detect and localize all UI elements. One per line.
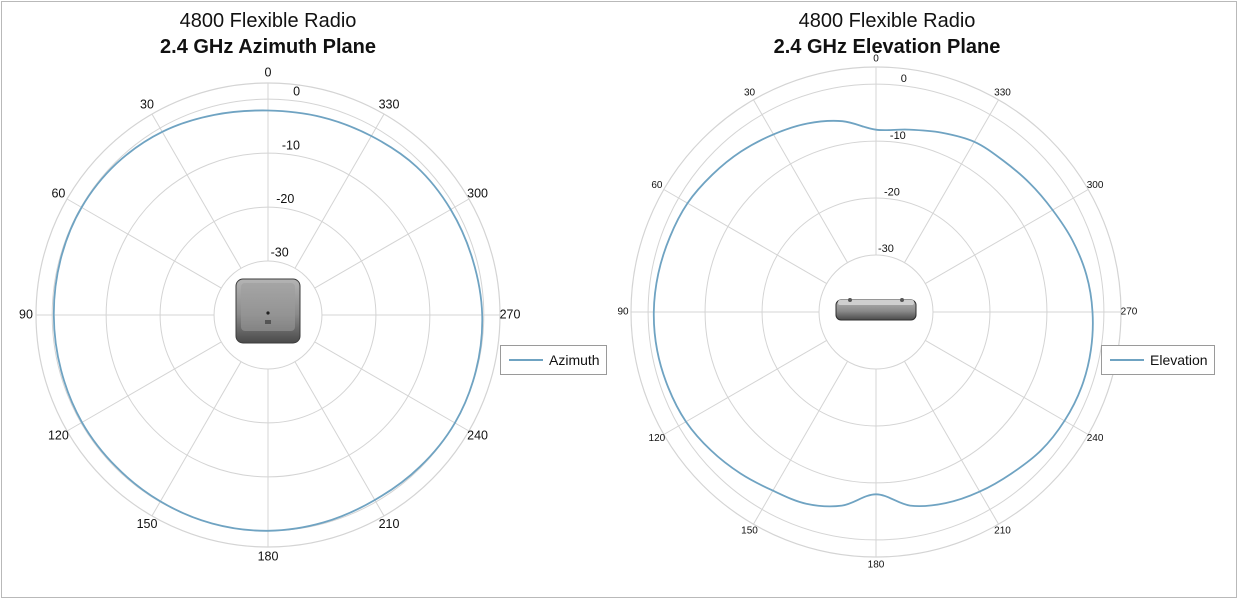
azimuth-angle-tick-label: 60 xyxy=(51,186,65,200)
azimuth-legend-label: Azimuth xyxy=(549,352,600,368)
azimuth-chart-title: 4800 Flexible Radio xyxy=(179,10,357,32)
elevation-chart-subtitle: 2.4 GHz Elevation Plane xyxy=(773,36,1001,58)
elevation-radial-tick-label: 0 xyxy=(901,73,907,85)
azimuth-grid-spoke xyxy=(294,361,385,517)
elevation-chart-title: 4800 Flexible Radio xyxy=(798,10,976,32)
elevation-angle-tick-label: 210 xyxy=(994,526,1011,537)
elevation-angle-tick-label: 120 xyxy=(649,433,666,444)
elevation-grid-spoke xyxy=(663,340,827,435)
elevation-angle-tick-label: 330 xyxy=(994,88,1011,99)
azimuth-radial-tick-label: -20 xyxy=(276,192,294,206)
azimuth-angle-tick-label: 240 xyxy=(467,428,488,442)
elevation-polar-plot: 0 30 60 90 120 150 180 210 240 270 300 330 0 -10 -20 -3… xyxy=(617,54,1138,571)
elevation-radial-tick-label: -30 xyxy=(878,243,894,255)
azimuth-device-image xyxy=(235,278,301,344)
elevation-grid-spoke xyxy=(753,99,848,263)
azimuth-legend-swatch xyxy=(509,359,543,361)
elevation-grid-spoke xyxy=(925,189,1089,284)
elevation-angle-tick-label: 150 xyxy=(741,526,758,537)
elevation-series-line xyxy=(652,119,1094,508)
elevation-radial-tick-label: -10 xyxy=(890,130,906,142)
azimuth-series-line xyxy=(52,109,484,532)
elevation-grid-spoke xyxy=(925,340,1089,435)
azimuth-angle-tick-label: 330 xyxy=(379,98,400,112)
azimuth-angle-tick-label: 210 xyxy=(379,517,400,531)
azimuth-angle-tick-label: 90 xyxy=(19,307,33,321)
elevation-legend-label: Elevation xyxy=(1150,352,1208,368)
azimuth-angle-tick-label: 120 xyxy=(48,428,69,442)
azimuth-legend: Azimuth xyxy=(500,345,607,375)
azimuth-polar-plot: 0 30 60 90 120 150 180 210 240 270 300 330 0 -10 -20 -3… xyxy=(19,65,521,563)
elevation-angle-tick-label: 180 xyxy=(868,560,885,571)
elevation-grid-spoke xyxy=(753,361,848,525)
elevation-legend: Elevation xyxy=(1101,345,1215,375)
elevation-angle-tick-label: 60 xyxy=(651,180,663,191)
elevation-grid xyxy=(630,66,1122,558)
elevation-device-image xyxy=(835,298,917,321)
azimuth-radial-tick-label: -30 xyxy=(271,246,289,260)
elevation-legend-swatch xyxy=(1110,359,1144,361)
azimuth-radial-tick-label: -10 xyxy=(282,138,300,152)
elevation-grid-spoke xyxy=(663,189,827,284)
azimuth-grid-spoke xyxy=(66,341,222,432)
azimuth-angle-tick-label: 180 xyxy=(258,549,279,563)
azimuth-angle-tick-label: 30 xyxy=(140,98,154,112)
azimuth-grid-spoke xyxy=(314,198,470,289)
azimuth-angle-tick-label: 300 xyxy=(467,186,488,200)
azimuth-grid-spoke xyxy=(151,361,242,517)
elevation-panel: 4800 Flexible Radio 2.4 GHz Elevation Pl… xyxy=(617,0,1238,598)
azimuth-angle-tick-label: 0 xyxy=(265,65,272,79)
elevation-angle-tick-label: 300 xyxy=(1087,180,1104,191)
elevation-angle-tick-label: 240 xyxy=(1087,433,1104,444)
elevation-grid-spoke xyxy=(904,361,999,525)
azimuth-radial-tick-label: 0 xyxy=(293,85,300,99)
azimuth-grid-spoke xyxy=(314,341,470,432)
azimuth-chart-subtitle: 2.4 GHz Azimuth Plane xyxy=(160,36,376,58)
elevation-grid-spoke xyxy=(904,99,999,263)
elevation-angle-tick-label: 0 xyxy=(873,54,879,65)
elevation-angle-tick-label: 30 xyxy=(744,88,756,99)
azimuth-grid xyxy=(35,82,501,548)
elevation-angle-tick-label: 270 xyxy=(1121,307,1138,318)
azimuth-grid-spoke xyxy=(66,198,222,289)
azimuth-grid-spoke xyxy=(151,113,242,269)
azimuth-grid-spoke xyxy=(294,113,385,269)
azimuth-angle-tick-label: 150 xyxy=(137,517,158,531)
elevation-angle-tick-label: 90 xyxy=(617,307,629,318)
azimuth-panel: 4800 Flexible Radio 2.4 GHz Azimuth Plan… xyxy=(0,0,619,598)
elevation-radial-tick-label: -20 xyxy=(884,187,900,199)
azimuth-angle-tick-label: 270 xyxy=(500,307,521,321)
